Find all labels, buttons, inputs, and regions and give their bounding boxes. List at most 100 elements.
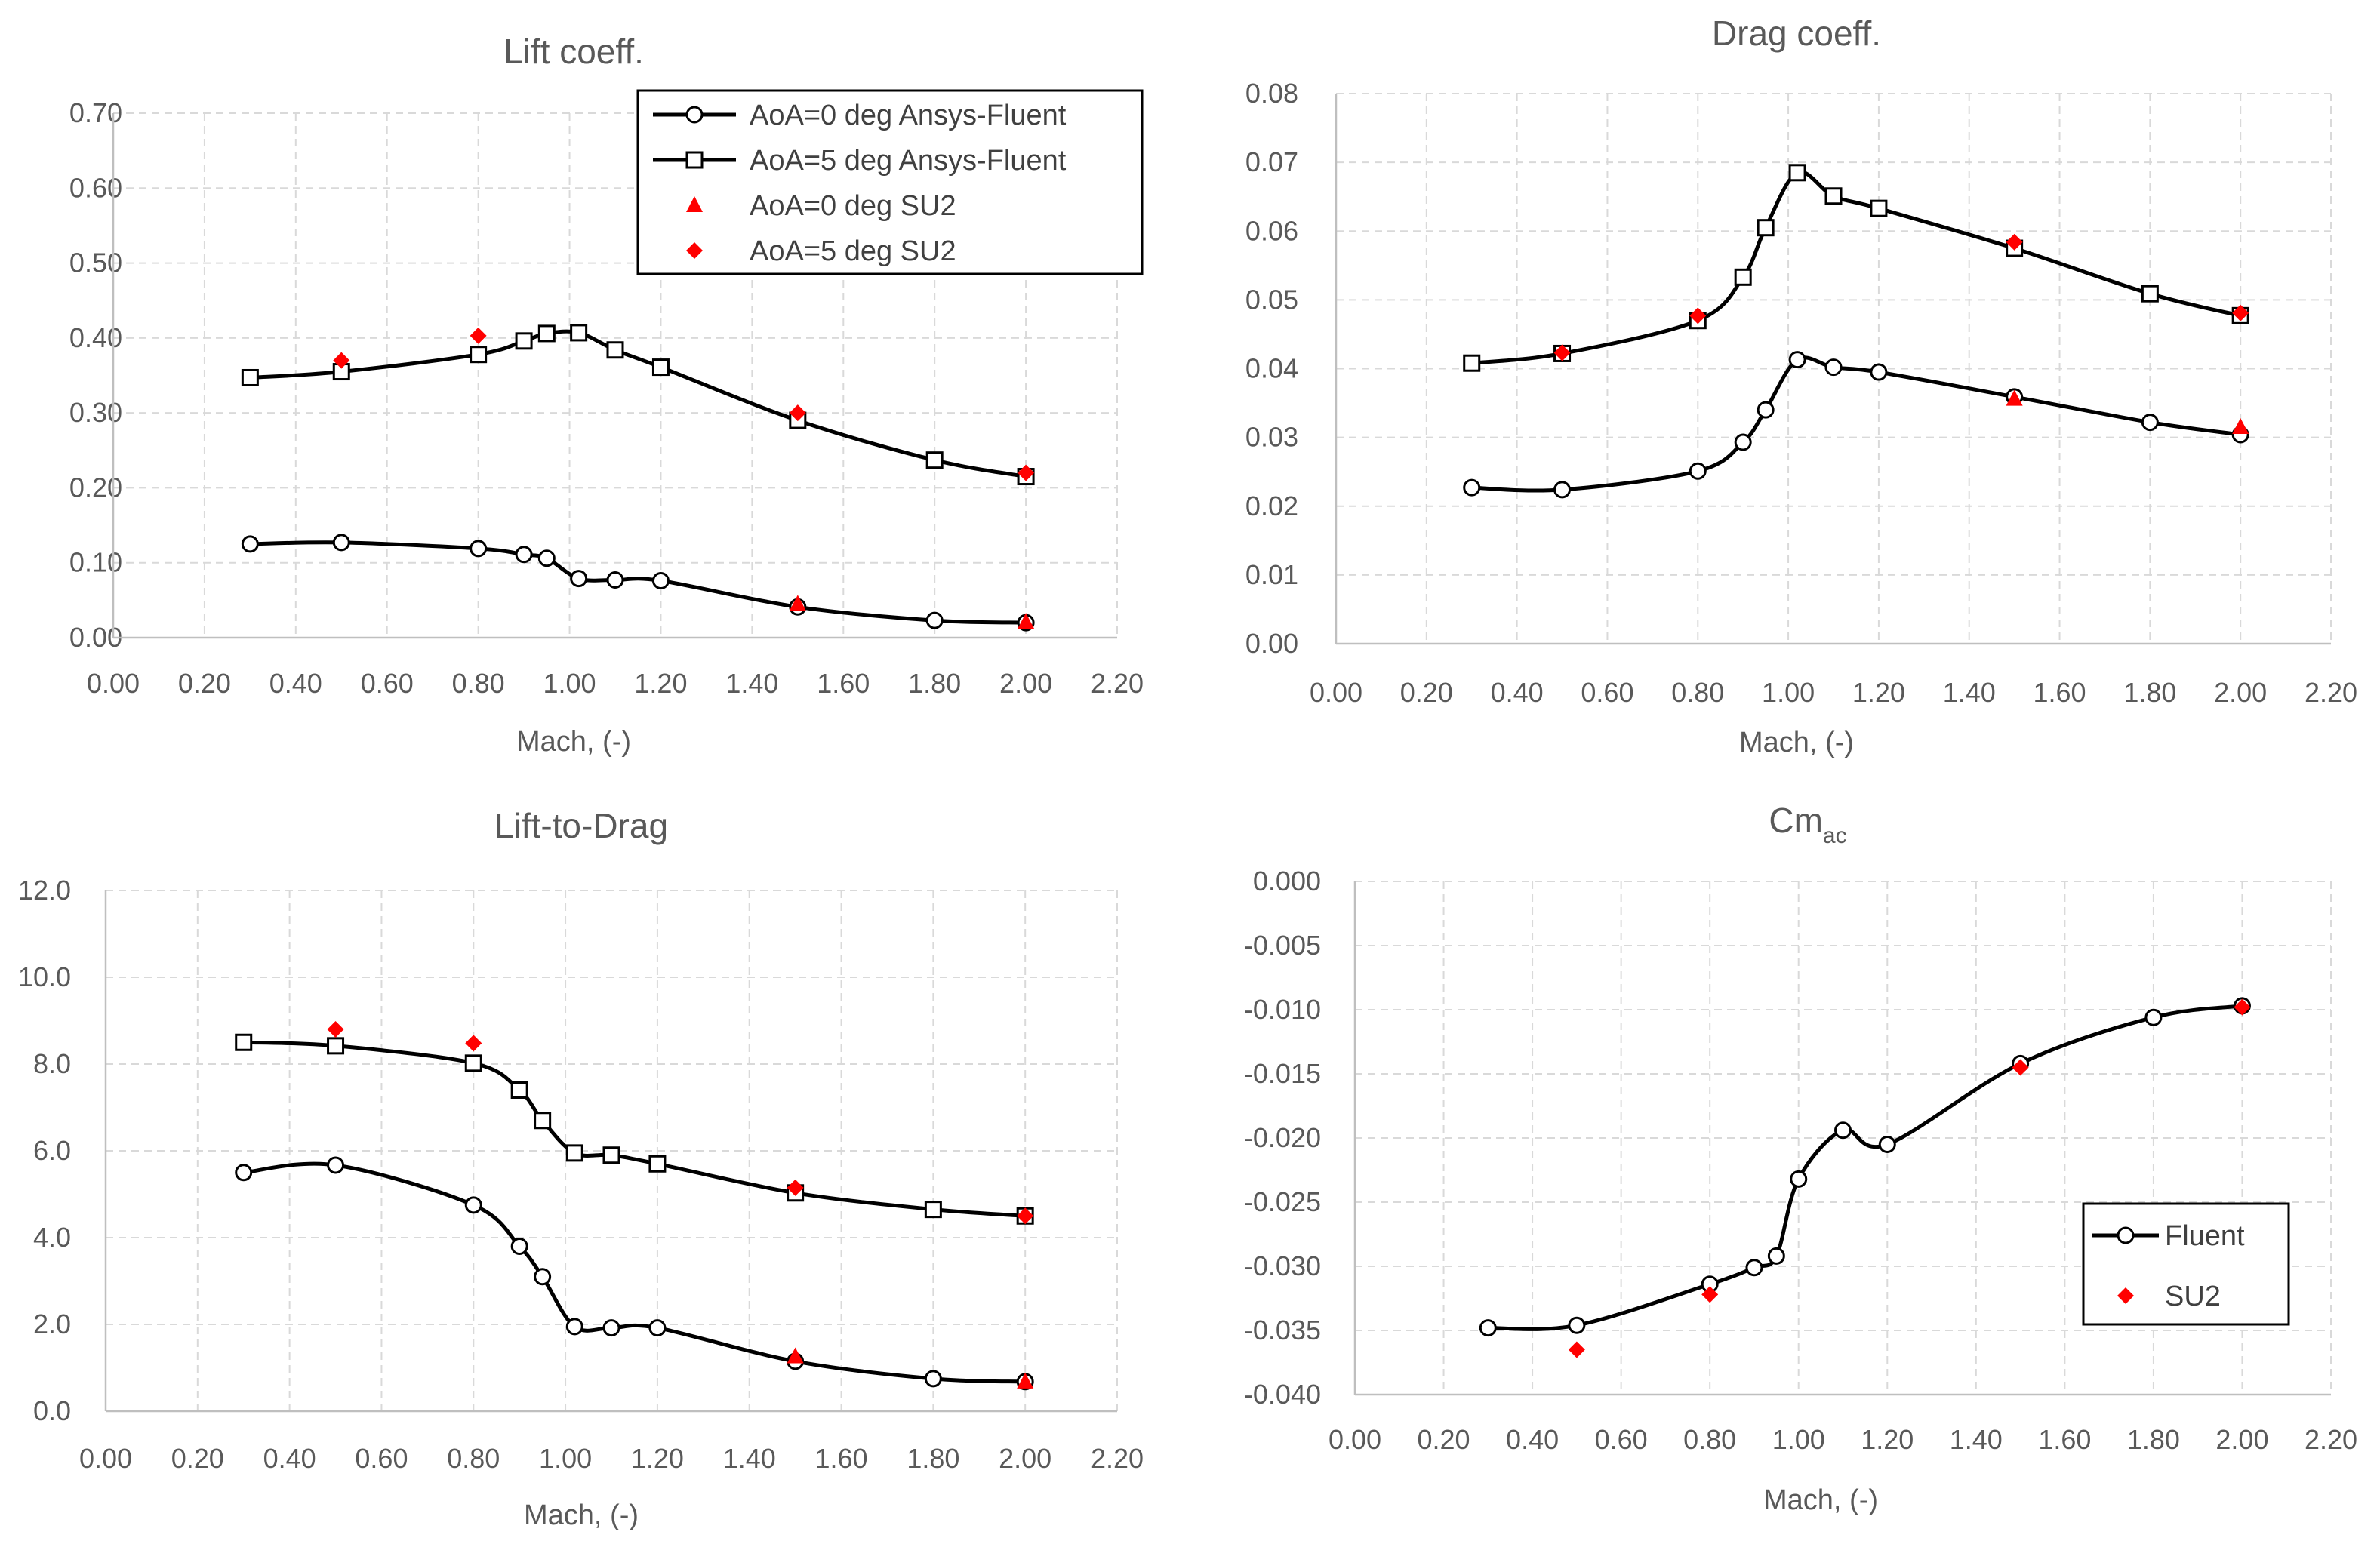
y-tick-label: -0.020	[1244, 1122, 1321, 1153]
legend-entry: AoA=5 deg SU2	[686, 235, 956, 267]
drag-series-aoa-5-deg-ansys-fluent	[1463, 164, 2249, 372]
circle-data-point	[1767, 1247, 1785, 1265]
circle-data-point	[1479, 1319, 1497, 1337]
x-tick-label: 0.80	[1671, 677, 1724, 708]
diamond-data-point	[333, 352, 350, 369]
x-tick-label: 1.60	[817, 668, 870, 699]
circle-data-point	[648, 1319, 667, 1337]
square-data-point	[537, 324, 556, 343]
circle-data-point	[241, 535, 259, 553]
triangle-data-point	[2232, 417, 2249, 434]
circle-data-point	[1568, 1316, 1586, 1334]
drag-x-axis-label: Mach, (-)	[1739, 727, 1854, 758]
series-line	[250, 540, 1027, 625]
legend-circle-icon	[685, 106, 704, 124]
ltd-series-aoa-0-deg-ansys-fluent	[235, 1156, 1034, 1391]
square-data-point	[570, 324, 588, 342]
drag-series-aoa-5-deg-su2	[1553, 233, 2249, 361]
legend-triangle-icon	[686, 196, 703, 212]
square-data-point	[606, 341, 624, 359]
square-data-point	[565, 1144, 583, 1162]
x-tick-label: 0.60	[1581, 677, 1633, 708]
circle-data-point	[537, 549, 556, 567]
x-tick-label: 2.20	[1091, 1443, 1144, 1474]
ltd-series-aoa-0-deg-su2	[787, 1347, 1034, 1389]
square-data-point	[2141, 285, 2159, 303]
circle-data-point	[1757, 401, 1775, 419]
circle-data-point	[235, 1164, 253, 1182]
square-data-point	[1870, 199, 1888, 217]
y-tick-label: 10.0	[18, 961, 71, 992]
circle-data-point	[1834, 1121, 1852, 1140]
diamond-data-point	[1701, 1286, 1719, 1303]
legend-diamond-icon	[2117, 1287, 2134, 1304]
diamond-data-point	[1018, 464, 1035, 481]
lift-coefficient-chart: Lift coeff. Mach, (-) 0.00 0.10 0.20 0.30 0.…	[69, 32, 1144, 758]
series-line	[1471, 170, 2241, 365]
cm-chart-title: Cmac	[1769, 801, 1846, 848]
y-tick-label: 0.60	[69, 172, 122, 203]
ltd-x-axis-label: Mach, (-)	[524, 1499, 639, 1531]
y-tick-label: -0.040	[1244, 1379, 1321, 1410]
y-tick-label: 6.0	[33, 1135, 71, 1166]
triangle-data-point	[789, 595, 806, 611]
x-tick-label: 1.20	[634, 668, 687, 699]
x-tick-label: 0.60	[1595, 1424, 1648, 1455]
x-tick-label: 1.40	[725, 668, 778, 699]
x-tick-label: 2.00	[999, 1443, 1051, 1474]
square-data-point	[925, 451, 944, 469]
square-data-point	[464, 1054, 482, 1072]
square-data-point	[534, 1112, 552, 1130]
lift-gridlines	[113, 112, 1118, 638]
circle-data-point	[332, 534, 350, 552]
circle-data-point	[464, 1196, 482, 1214]
drag-chart-title: Drag coeff.	[1712, 14, 1881, 53]
y-tick-label: 0.03	[1245, 422, 1298, 453]
diamond-data-point	[1568, 1341, 1585, 1358]
cm-x-axis-label: Mach, (-)	[1763, 1484, 1878, 1516]
y-tick-label: 0.06	[1245, 215, 1298, 246]
cm-legend: Fluent SU2	[2082, 1202, 2290, 1326]
legend-label: AoA=5 deg SU2	[750, 235, 956, 267]
legend-entry: AoA=0 deg Ansys-Fluent	[653, 100, 1067, 131]
x-tick-label: 1.00	[543, 668, 596, 699]
x-tick-label: 1.20	[1852, 677, 1905, 708]
y-tick-label: -0.025	[1244, 1186, 1321, 1217]
lift-legend: AoA=0 deg Ansys-Fluent AoA=5 deg Ansys-Fl…	[636, 89, 1144, 275]
diamond-data-point	[1553, 344, 1571, 361]
x-tick-label: 0.20	[171, 1443, 224, 1474]
drag-series-aoa-0-deg-su2	[2006, 389, 2249, 434]
x-tick-label: 1.60	[2038, 1424, 2091, 1455]
circle-data-point	[1745, 1259, 1763, 1277]
x-tick-label: 0.20	[1400, 677, 1453, 708]
square-data-point	[1757, 219, 1775, 237]
x-tick-label: 1.20	[631, 1443, 684, 1474]
circle-data-point	[606, 571, 624, 589]
diamond-data-point	[2006, 233, 2023, 251]
triangle-data-point	[1017, 1372, 1034, 1389]
ltd-series-aoa-5-deg-ansys-fluent	[235, 1033, 1034, 1225]
x-tick-label: 2.00	[2214, 677, 2267, 708]
circle-data-point	[510, 1238, 528, 1255]
y-tick-label: 12.0	[18, 875, 71, 906]
y-tick-label: -0.010	[1244, 994, 1321, 1025]
x-tick-label: 0.40	[269, 668, 322, 699]
y-tick-label: 0.02	[1245, 491, 1298, 521]
y-tick-label: 0.04	[1245, 353, 1298, 384]
ltd-gridlines	[106, 890, 1118, 1411]
x-tick-label: 0.40	[1506, 1424, 1559, 1455]
y-tick-label: 0.20	[69, 472, 122, 503]
x-tick-label: 1.40	[1950, 1424, 2003, 1455]
x-tick-label: 0.60	[355, 1443, 408, 1474]
square-data-point	[470, 346, 488, 364]
circle-data-point	[470, 540, 488, 558]
x-tick-label: 2.00	[2215, 1424, 2268, 1455]
x-tick-label: 2.20	[1091, 668, 1144, 699]
x-tick-label: 1.00	[539, 1443, 592, 1474]
drag-coefficient-chart: Drag coeff. Mach, (-) 0.00 0.01 0.02 0.03 0.…	[1245, 14, 2357, 758]
x-tick-label: 0.00	[87, 668, 140, 699]
circle-data-point	[534, 1268, 552, 1286]
circle-data-point	[924, 1370, 942, 1388]
circle-data-point	[515, 546, 533, 564]
